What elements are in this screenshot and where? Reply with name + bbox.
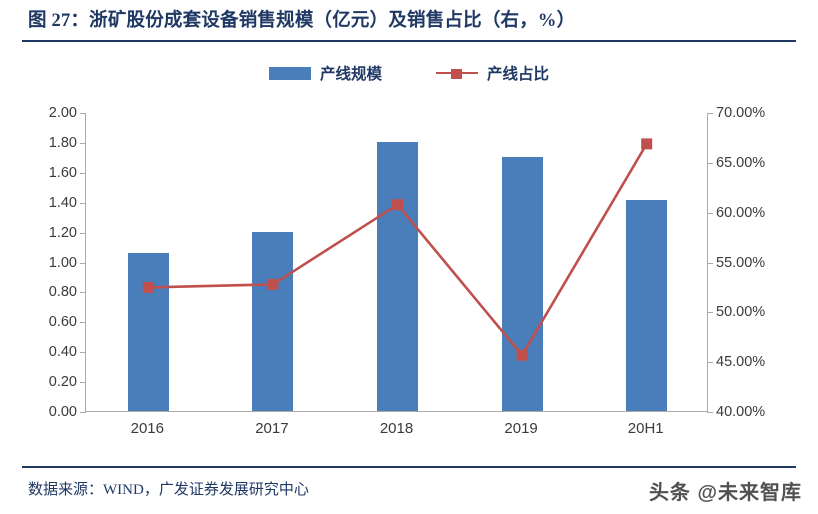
right-axis-labels: 40.00% 45.00% 50.00% 55.00% 60.00% 65.00% 70.0…: [716, 105, 816, 420]
legend-item-bar-series[interactable]: 产线规模: [268, 62, 382, 84]
bar-2018[interactable]: [377, 141, 418, 411]
right-axis-tick-label: 40.00%: [716, 404, 766, 420]
left-axis-tick: [80, 352, 86, 354]
left-axis-tick-label: 2.00: [48, 105, 77, 121]
right-axis-tick: [707, 312, 713, 314]
left-axis-tick-label: 0.60: [48, 314, 77, 331]
right-axis-tick-label: 50.00%: [716, 304, 766, 321]
left-axis-tick-label: 1.40: [48, 194, 77, 211]
right-axis-tick-label: 65.00%: [716, 154, 766, 171]
left-axis-tick: [80, 382, 86, 384]
right-axis-tick-label: 60.00%: [716, 204, 766, 221]
left-axis-tick: [80, 232, 86, 234]
x-axis-labels: 2016 2017 2018 2019 20H1: [85, 420, 708, 446]
left-axis-tick: [80, 412, 86, 413]
left-axis-labels: 0.00 0.20 0.40 0.60 0.80 1.00 1.20 1.40 1.60 1.80…: [0, 105, 77, 420]
x-axis-tick-label: 2018: [379, 420, 414, 437]
page-title: 图 27：浙矿股份成套设备销售规模（亿元）及销售占比（右，%）: [28, 11, 576, 31]
x-axis-tick-label: 2017: [255, 420, 289, 437]
right-axis-tick: [707, 162, 713, 164]
right-axis-tick: [707, 262, 713, 264]
right-axis-tick: [707, 362, 713, 364]
line-marker-20H1[interactable]: [641, 138, 653, 150]
x-axis-tick-label: 2016: [130, 420, 164, 437]
left-axis-tick: [80, 292, 86, 294]
left-axis-tick-label: 0.00: [48, 404, 77, 420]
line-series-layer: [142, 138, 653, 361]
left-axis-tick: [80, 202, 86, 204]
legend-item-line-series[interactable]: 产线占比: [436, 62, 549, 84]
bar-2016[interactable]: [127, 252, 169, 411]
right-axis-tick-label: 70.00%: [716, 105, 766, 121]
line-marker-2016[interactable]: [142, 281, 154, 293]
left-axis-tick: [80, 113, 86, 114]
left-axis-tick-label: 1.60: [48, 164, 77, 181]
right-axis-tick: [707, 113, 713, 114]
legend-label-bar-series: 产线规模: [319, 66, 382, 83]
title-bar: 图 27：浙矿股份成套设备销售规模（亿元）及销售占比（右，%）: [28, 6, 790, 40]
line-marker-2019[interactable]: [516, 349, 528, 361]
chart-legend: 产线规模 产线占比: [0, 62, 818, 84]
watermark: 头条 @未来智库: [648, 482, 802, 504]
title-divider: [22, 40, 796, 42]
bar-2019[interactable]: [501, 156, 543, 411]
left-axis-tick-label: 0.20: [48, 374, 77, 391]
bar-swatch-icon: [268, 66, 311, 80]
right-axis-tick: [707, 412, 713, 413]
legend-label-line-series: 产线占比: [487, 66, 550, 83]
left-axis-tick: [80, 172, 86, 174]
left-axis-tick: [80, 322, 86, 324]
left-axis-tick-label: 0.80: [48, 284, 77, 301]
right-axis-tick: [707, 212, 713, 214]
line-marker-2017[interactable]: [267, 278, 279, 290]
footer-divider: [22, 466, 796, 468]
left-axis-tick-label: 1.20: [48, 224, 77, 241]
line-marker-2018[interactable]: [392, 199, 403, 211]
bar-20H1[interactable]: [626, 200, 668, 411]
left-axis-tick-label: 0.40: [48, 344, 77, 361]
line-path: [148, 143, 648, 358]
right-axis-tick-label: 45.00%: [716, 354, 766, 371]
source-note: 数据来源：WIND，广发证券发展研究中心: [28, 482, 309, 498]
left-axis-tick: [80, 142, 86, 144]
bar-2017[interactable]: [252, 231, 294, 411]
right-axis-tick-label: 55.00%: [716, 254, 766, 271]
left-axis-tick: [80, 262, 86, 264]
left-axis-tick-label: 1.80: [48, 134, 77, 151]
line-marker-icon: [436, 67, 478, 80]
x-axis-tick-label: 20H1: [627, 420, 664, 437]
plot-area: [80, 113, 713, 413]
left-axis-tick-label: 1.00: [48, 254, 77, 271]
x-axis-tick-label: 2019: [504, 420, 538, 437]
